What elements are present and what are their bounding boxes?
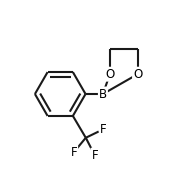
Text: F: F [100, 123, 106, 136]
Text: B: B [99, 88, 107, 101]
Text: F: F [71, 146, 77, 159]
Text: O: O [105, 68, 114, 81]
Text: O: O [133, 68, 142, 81]
Text: F: F [91, 149, 98, 162]
